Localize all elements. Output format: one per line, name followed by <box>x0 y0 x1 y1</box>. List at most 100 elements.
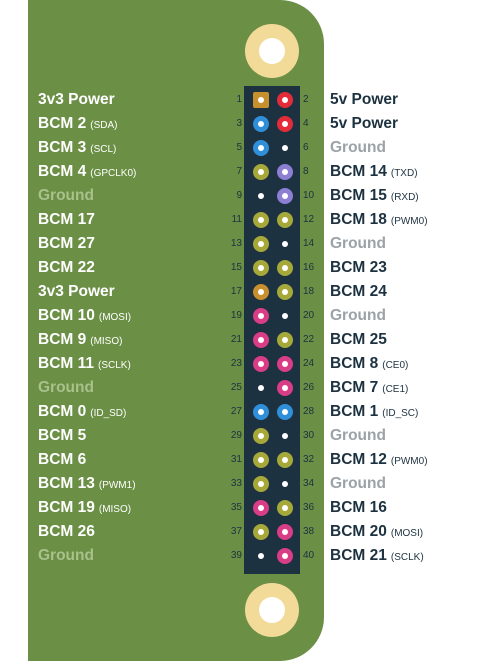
pin-number-odd: 23 <box>230 358 242 369</box>
pin-hole <box>258 217 264 223</box>
mounting-hole-bottom <box>245 583 299 637</box>
pin-number-even: 40 <box>303 550 315 561</box>
pin-row-23-24: BCM 11 (SCLK) 23 24 BCM 8 (CE0) <box>0 352 479 376</box>
pin-6 <box>277 140 293 156</box>
pin-number-odd: 35 <box>230 502 242 513</box>
mounting-hole-top <box>245 24 299 78</box>
pin-hole <box>258 313 264 319</box>
pin-row-31-32: BCM 6 31 32 BCM 12 (PWM0) <box>0 448 479 472</box>
pin-number-odd: 29 <box>230 430 242 441</box>
pin-name-even: BCM 7 <box>330 379 379 396</box>
pin-name-even: BCM 23 <box>330 259 387 276</box>
pin-label-even: Ground <box>330 472 386 496</box>
pin-row-39-40: Ground 39 40 BCM 21 (SCLK) <box>0 544 479 568</box>
pin-name-even: BCM 21 <box>330 547 387 564</box>
pin-number-odd: 11 <box>231 214 242 225</box>
pin-label-odd: BCM 5 <box>38 424 86 448</box>
pin-number-odd: 25 <box>230 382 242 393</box>
pin-name-odd: BCM 17 <box>38 211 95 228</box>
pin-number-even: 38 <box>303 526 315 537</box>
pin-function-odd: (SCLK) <box>98 360 131 371</box>
pin-14 <box>277 236 293 252</box>
pin-hole <box>282 313 288 319</box>
pin-name-odd: BCM 27 <box>38 235 95 252</box>
pin-hole <box>282 553 288 559</box>
pin-32 <box>277 452 293 468</box>
pin-name-odd: BCM 6 <box>38 451 87 468</box>
pin-37 <box>253 524 269 540</box>
pin-28 <box>277 404 293 420</box>
pin-row-27-28: BCM 0 (ID_SD) 27 28 BCM 1 (ID_SC) <box>0 400 479 424</box>
pin-name-even: Ground <box>330 307 386 324</box>
pin-hole <box>258 457 264 463</box>
pin-hole <box>258 289 264 295</box>
pin-label-even: 5v Power <box>330 88 398 112</box>
pin-label-even: BCM 8 (CE0) <box>330 352 408 376</box>
pin-row-29-30: BCM 5 29 30 Ground <box>0 424 479 448</box>
pin-hole <box>258 193 264 199</box>
pin-1 <box>253 92 269 108</box>
pin-number-even: 30 <box>303 430 315 441</box>
pin-name-even: BCM 20 <box>330 523 387 540</box>
pin-label-even: BCM 24 <box>330 280 387 304</box>
pin-name-odd: Ground <box>38 187 94 204</box>
pin-number-odd: 3 <box>236 118 242 129</box>
pin-function-odd: (MISO) <box>98 504 132 515</box>
pin-15 <box>253 260 269 276</box>
pin-row-15-16: BCM 22 15 16 BCM 23 <box>0 256 479 280</box>
pin-row-13-14: BCM 27 13 14 Ground <box>0 232 479 256</box>
pin-40 <box>277 548 293 564</box>
pin-function-odd: (SDA) <box>90 120 118 131</box>
pin-label-even: Ground <box>330 304 386 328</box>
pin-name-odd: BCM 5 <box>38 427 87 444</box>
pin-name-odd: Ground <box>38 547 94 564</box>
pin-18 <box>277 284 293 300</box>
pin-number-even: 8 <box>303 166 309 177</box>
pin-number-even: 2 <box>303 94 309 105</box>
pin-hole <box>258 505 264 511</box>
pin-3 <box>253 116 269 132</box>
pin-34 <box>277 476 293 492</box>
pin-number-even: 4 <box>303 118 309 129</box>
pin-hole <box>258 169 264 175</box>
pin-name-even: BCM 15 <box>330 187 387 204</box>
pin-hole <box>282 193 288 199</box>
pin-16 <box>277 260 293 276</box>
pin-label-odd: BCM 19 (MISO) <box>38 496 131 520</box>
pin-hole <box>282 385 288 391</box>
pin-name-odd: BCM 4 <box>38 163 87 180</box>
pin-label-even: BCM 14 (TXD) <box>330 160 418 184</box>
pin-label-odd: BCM 4 (GPCLK0) <box>38 160 136 184</box>
pin-number-even: 34 <box>303 478 315 489</box>
pin-13 <box>253 236 269 252</box>
pin-function-odd: (PWM1) <box>98 480 136 491</box>
pin-name-even: BCM 12 <box>330 451 387 468</box>
pin-number-odd: 27 <box>230 406 242 417</box>
pin-row-19-20: BCM 10 (MOSI) 19 20 Ground <box>0 304 479 328</box>
pin-number-even: 10 <box>303 190 315 201</box>
pin-hole <box>258 553 264 559</box>
pin-function-even: (ID_SC) <box>382 408 419 419</box>
pin-label-even: BCM 18 (PWM0) <box>330 208 428 232</box>
pin-38 <box>277 524 293 540</box>
pin-number-even: 32 <box>303 454 315 465</box>
pin-hole <box>258 481 264 487</box>
pin-function-even: (CE0) <box>382 360 409 371</box>
pin-hole <box>258 97 264 103</box>
pin-name-even: Ground <box>330 235 386 252</box>
pin-hole <box>282 241 288 247</box>
pin-label-odd: 3v3 Power <box>38 280 115 304</box>
pin-hole <box>282 265 288 271</box>
pin-name-odd: BCM 11 <box>38 355 94 372</box>
pin-name-odd: 3v3 Power <box>38 91 115 108</box>
pin-name-odd: BCM 0 <box>38 403 87 420</box>
pin-name-even: Ground <box>330 139 386 156</box>
pin-label-odd: BCM 27 <box>38 232 95 256</box>
pin-7 <box>253 164 269 180</box>
pin-25 <box>253 380 269 396</box>
pin-number-odd: 7 <box>236 166 242 177</box>
pin-4 <box>277 116 293 132</box>
pin-hole <box>282 289 288 295</box>
pin-row-25-26: Ground 25 26 BCM 7 (CE1) <box>0 376 479 400</box>
pin-label-even: Ground <box>330 136 386 160</box>
